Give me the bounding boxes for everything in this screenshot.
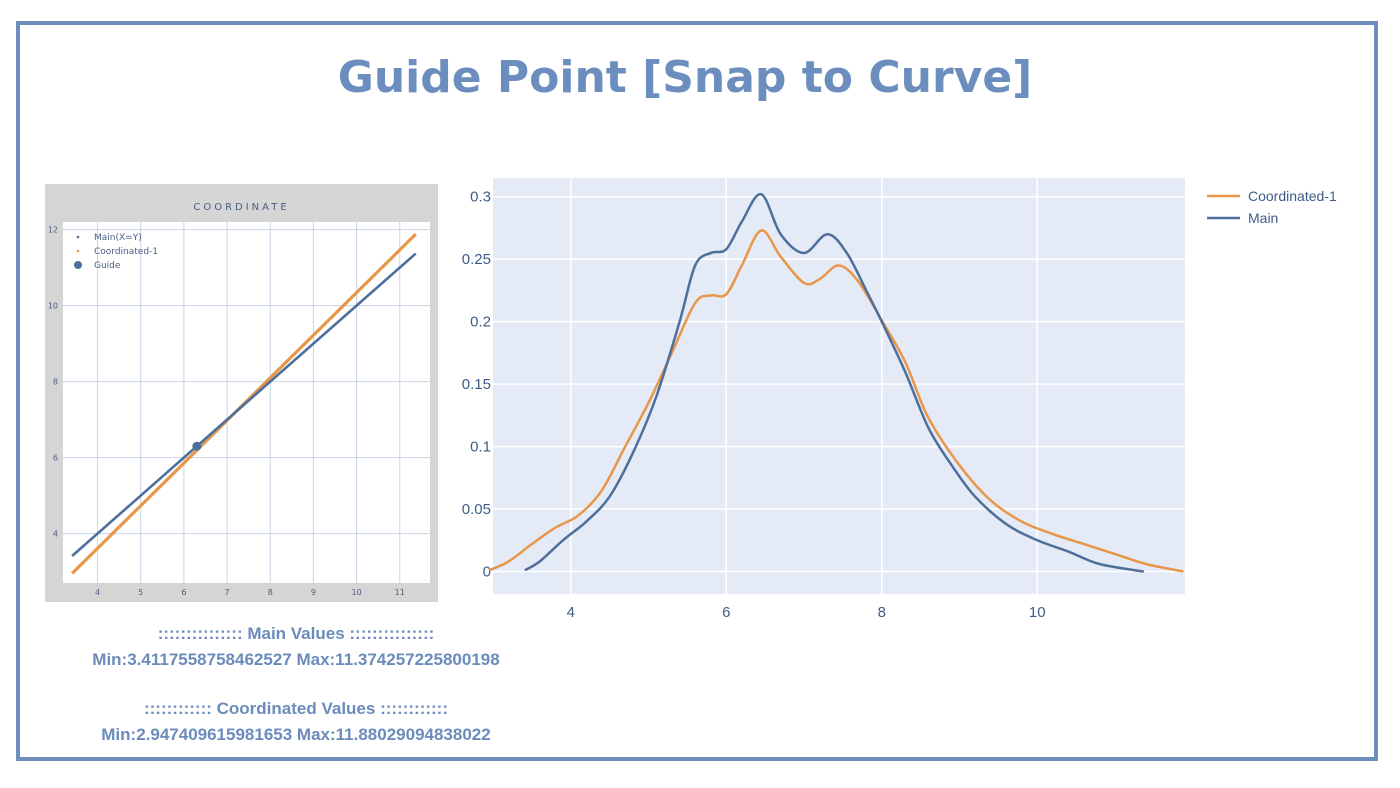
coordinate-y-tick-label: 8 [53, 378, 58, 387]
legend-guide-label: Guide [94, 261, 121, 271]
coordinate-x-tick-label: 6 [181, 588, 186, 597]
coordinated-values-minmax: Min:2.947409615981653 Max:11.88029094838… [101, 725, 491, 744]
distribution-x-tick-label: 10 [1029, 604, 1046, 621]
coordinate-y-tick-label: 6 [53, 454, 58, 463]
coordinated-density-line [488, 229, 1184, 573]
main-values-block: ::::::::::::::: Main Values ::::::::::::… [46, 621, 546, 673]
distribution-y-tick-label: 0.25 [462, 251, 491, 268]
coordinate-x-tick-label: 5 [138, 588, 143, 597]
legend-main-label: Main(X=Y) [94, 233, 142, 243]
legend-guide-marker [74, 261, 82, 269]
coordinated-values-header: :::::::::::: Coordinated Values ::::::::… [143, 699, 449, 718]
coordinate-x-tick-label: 4 [95, 588, 100, 597]
distribution-y-tick-label: 0 [483, 564, 491, 581]
page-title: Guide Point [Snap to Curve] [337, 52, 1033, 103]
coordinate-y-tick-label: 10 [48, 302, 58, 311]
legend-main-marker [76, 235, 80, 239]
coordinate-y-tick-label: 4 [53, 530, 58, 539]
distribution-x-tick-label: 6 [722, 604, 730, 621]
coordinate-x-tick-label: 7 [225, 588, 230, 597]
coordinate-y-tick-label: 12 [48, 226, 58, 235]
distribution-y-tick-label: 0.2 [470, 314, 491, 331]
distribution-y-tick-label: 0.05 [462, 501, 491, 518]
legend-coordinated-label: Coordinated-1 [94, 247, 158, 257]
coordinated-values-block: :::::::::::: Coordinated Values ::::::::… [46, 696, 546, 748]
distribution-x-tick-label: 8 [878, 604, 886, 621]
distribution-x-tick-label: 4 [567, 604, 575, 621]
main-values-minmax: Min:3.4117558758462527 Max:11.3742572258… [92, 650, 500, 669]
coordinate-x-tick-label: 8 [268, 588, 273, 597]
guide-point [192, 441, 202, 451]
main-values-header: ::::::::::::::: Main Values ::::::::::::… [157, 624, 435, 643]
legend-coordinated-label: Coordinated-1 [1248, 188, 1337, 204]
coordinate-x-tick-label: 11 [395, 588, 405, 597]
legend-main-label: Main [1248, 210, 1278, 226]
main-density-line [524, 192, 1144, 573]
distribution-y-tick-label: 0.15 [462, 376, 491, 393]
main-series-line [71, 252, 417, 557]
distribution-y-tick-label: 0.1 [470, 439, 491, 456]
distribution-y-tick-label: 0.3 [470, 189, 491, 206]
coordinate-x-tick-label: 10 [352, 588, 362, 597]
legend-coordinated-marker [76, 249, 80, 253]
coordinate-x-tick-label: 9 [311, 588, 316, 597]
distribution-plot-area [493, 178, 1185, 594]
coordinate-chart-title: COORDINATE [193, 202, 290, 213]
